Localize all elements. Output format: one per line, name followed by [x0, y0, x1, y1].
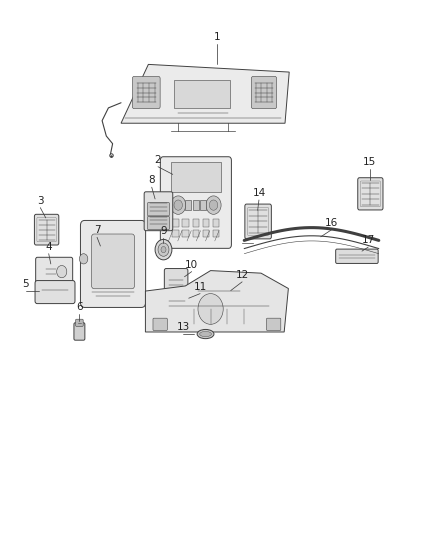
- FancyBboxPatch shape: [74, 323, 85, 340]
- Bar: [203, 220, 209, 227]
- Bar: [201, 200, 206, 210]
- Circle shape: [206, 196, 221, 214]
- FancyBboxPatch shape: [251, 76, 277, 109]
- Text: 8: 8: [148, 175, 155, 185]
- Text: 10: 10: [185, 260, 198, 270]
- Bar: [172, 230, 179, 237]
- Circle shape: [209, 200, 218, 210]
- Circle shape: [171, 196, 186, 214]
- FancyBboxPatch shape: [164, 269, 188, 293]
- Polygon shape: [145, 271, 288, 332]
- Circle shape: [79, 254, 88, 264]
- Bar: [171, 161, 221, 192]
- FancyBboxPatch shape: [35, 257, 73, 286]
- FancyBboxPatch shape: [35, 280, 75, 304]
- FancyBboxPatch shape: [245, 204, 272, 239]
- Text: 11: 11: [194, 281, 207, 292]
- Text: 15: 15: [363, 157, 376, 167]
- Text: 2: 2: [155, 155, 161, 165]
- FancyBboxPatch shape: [144, 192, 173, 231]
- FancyBboxPatch shape: [35, 214, 59, 245]
- Circle shape: [155, 239, 172, 260]
- Circle shape: [158, 243, 169, 256]
- Text: 5: 5: [22, 279, 29, 288]
- Text: 13: 13: [177, 322, 190, 332]
- FancyBboxPatch shape: [92, 234, 134, 289]
- FancyBboxPatch shape: [336, 249, 378, 263]
- FancyBboxPatch shape: [148, 203, 170, 216]
- Bar: [213, 230, 219, 237]
- Bar: [182, 220, 189, 227]
- Circle shape: [161, 247, 166, 253]
- Text: 3: 3: [37, 196, 44, 206]
- Bar: [193, 200, 199, 210]
- FancyBboxPatch shape: [266, 318, 281, 330]
- FancyBboxPatch shape: [162, 290, 191, 316]
- FancyBboxPatch shape: [358, 177, 383, 210]
- Text: 6: 6: [76, 302, 83, 311]
- Text: 4: 4: [46, 241, 52, 252]
- FancyBboxPatch shape: [160, 157, 231, 248]
- Text: 9: 9: [160, 227, 167, 236]
- Circle shape: [198, 294, 223, 324]
- Bar: [185, 200, 191, 210]
- Text: 12: 12: [236, 270, 249, 280]
- FancyBboxPatch shape: [76, 319, 83, 326]
- Circle shape: [57, 265, 67, 278]
- Circle shape: [174, 200, 182, 210]
- Text: 16: 16: [325, 217, 338, 228]
- Polygon shape: [174, 80, 230, 108]
- Ellipse shape: [197, 329, 214, 338]
- FancyBboxPatch shape: [153, 318, 167, 330]
- Bar: [213, 220, 219, 227]
- FancyBboxPatch shape: [148, 216, 170, 230]
- Text: 17: 17: [362, 235, 375, 245]
- Polygon shape: [121, 64, 289, 123]
- Bar: [182, 230, 189, 237]
- Bar: [193, 230, 199, 237]
- Bar: [193, 220, 199, 227]
- Text: 1: 1: [214, 32, 220, 42]
- FancyBboxPatch shape: [132, 76, 160, 109]
- Ellipse shape: [200, 332, 212, 337]
- Text: 14: 14: [252, 188, 265, 198]
- Text: 7: 7: [94, 225, 100, 235]
- Bar: [172, 220, 179, 227]
- Bar: [203, 230, 209, 237]
- FancyBboxPatch shape: [81, 221, 145, 308]
